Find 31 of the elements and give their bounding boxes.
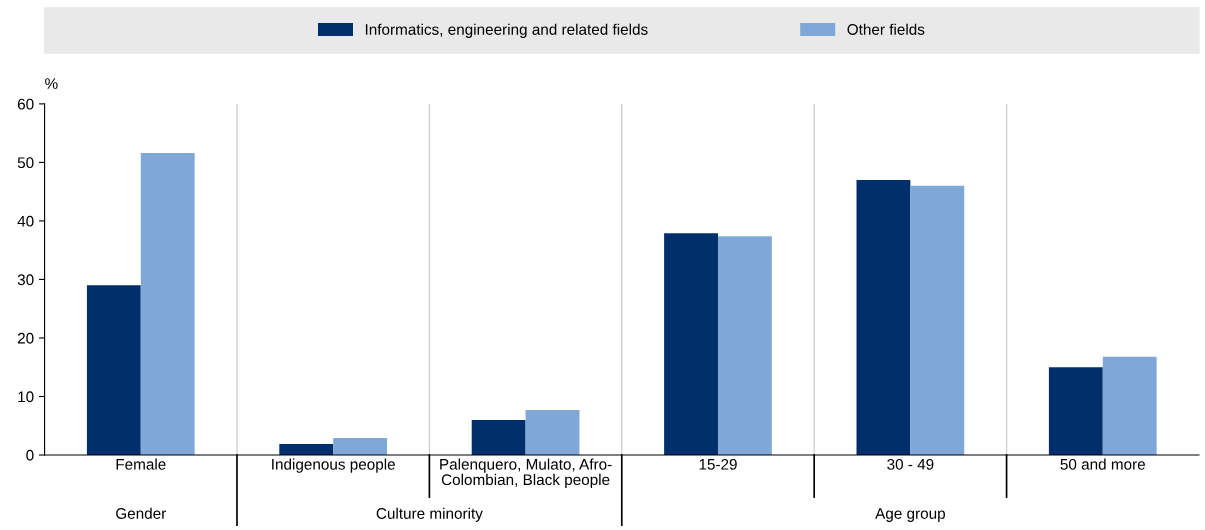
- y-tick-label: 20: [17, 332, 34, 344]
- bar: [333, 438, 388, 455]
- text: Age group: [875, 508, 945, 522]
- bar: [717, 236, 772, 455]
- x-tick-label: Indigenous people: [272, 458, 395, 473]
- x-tick-label: 15-29: [699, 458, 737, 470]
- text: Culture minority: [376, 507, 483, 522]
- bar: [1048, 367, 1103, 455]
- text: Gender: [116, 507, 167, 519]
- bar: [471, 419, 526, 455]
- y-tick-label: 30: [17, 274, 34, 286]
- x-tick-label: 30 - 49: [887, 458, 934, 470]
- bar: [279, 443, 334, 455]
- bar: [140, 153, 195, 455]
- y-tick-label: 60: [17, 98, 34, 110]
- y-axis-title: %: [45, 78, 58, 89]
- y-tick-label: 0: [26, 449, 34, 461]
- bar: [525, 409, 580, 455]
- x-tick-label: 50 and more: [1060, 458, 1145, 470]
- legend-label: Informatics, engineering and related fields: [365, 23, 648, 38]
- bar: [910, 185, 965, 455]
- x-tick-label: Female: [116, 458, 166, 470]
- y-tick-label: 10: [18, 391, 34, 403]
- y-tick-label: 50: [17, 157, 34, 169]
- bar: [856, 179, 911, 455]
- bar: [1102, 356, 1157, 455]
- legend-label: Other fields: [847, 23, 925, 35]
- bar: [86, 285, 141, 455]
- x-tick-label: Palenquero, Mulato, Afro- Colombian, Black people: [440, 458, 612, 489]
- bar: [664, 233, 718, 455]
- y-tick-label: 40: [17, 215, 34, 227]
